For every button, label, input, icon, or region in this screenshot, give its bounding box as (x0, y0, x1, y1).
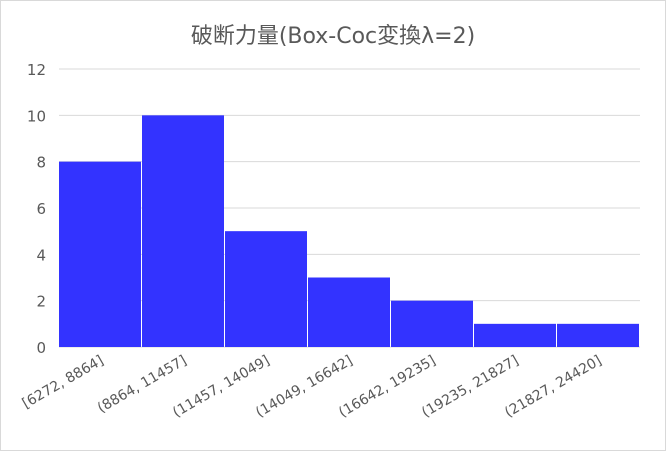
y-tick-label: 4 (36, 246, 46, 264)
y-tick-label: 12 (27, 61, 46, 79)
y-tick-label: 0 (36, 339, 46, 357)
bar (59, 161, 141, 347)
x-axis-labels: [6272, 8864](8864, 11457](11457, 14049](… (20, 353, 605, 421)
y-axis-ticks: 0 2 4 6 8 10 12 (27, 61, 46, 357)
y-tick-label: 8 (36, 154, 46, 172)
chart-title: 破断力量(Box-Coc変換λ=2) (191, 24, 475, 49)
y-tick-label: 2 (36, 293, 46, 311)
bar (308, 277, 390, 347)
bars (59, 115, 639, 347)
y-tick-label: 10 (27, 107, 46, 125)
bar (391, 300, 473, 347)
bar (474, 323, 556, 347)
bar (142, 115, 224, 347)
y-tick-label: 6 (36, 200, 46, 218)
bar (557, 323, 639, 347)
bar (225, 231, 307, 347)
x-tick-label: [6272, 8864] (20, 353, 107, 412)
